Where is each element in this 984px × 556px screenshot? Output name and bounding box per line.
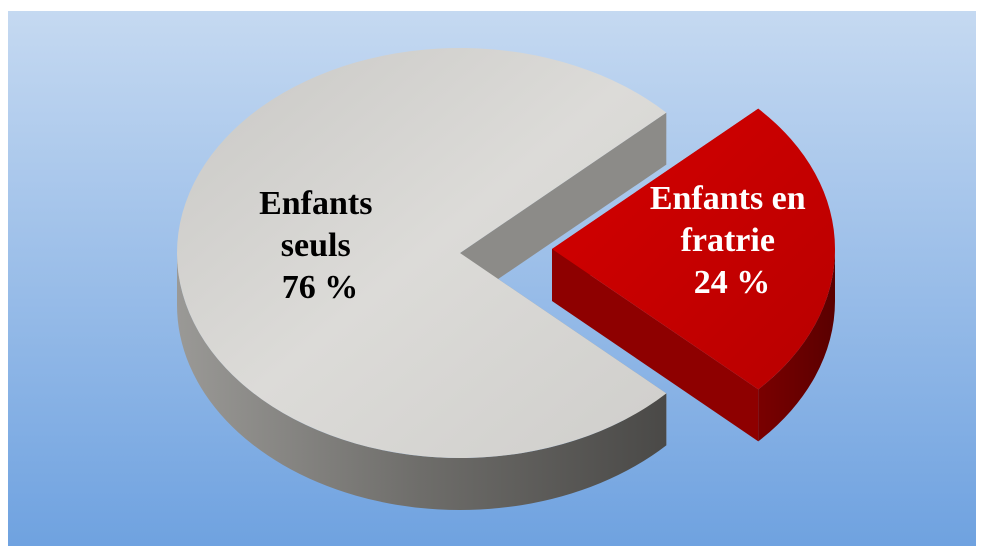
slice-label-line: fratrie (681, 222, 775, 259)
slice-tops (176, 48, 835, 458)
slice-wall (552, 249, 759, 442)
slice-label-line: 24 % (694, 264, 771, 301)
slice-label-enfants-en-fratrie: Enfants en fratrie 24 % (650, 180, 814, 301)
slice-side (758, 249, 835, 442)
chart-area: Enfants seuls 76 % Enfants en fratrie 24… (8, 11, 976, 546)
slice-label-line: 76 % (282, 269, 359, 306)
pie-chart: Enfants seuls 76 % Enfants en fratrie 24… (8, 11, 976, 546)
pie-slice-enfants-en-fratrie (552, 108, 835, 390)
pie-slice-enfants-seuls (176, 48, 667, 458)
slice-label-line: seuls (281, 227, 351, 264)
slice-side (177, 253, 667, 510)
slice-wall (460, 112, 667, 305)
slice-label-enfants-seuls: Enfants seuls 76 % (259, 185, 381, 306)
slice-label-line: Enfants en (650, 180, 806, 217)
slice-label-line: Enfants (259, 185, 372, 222)
